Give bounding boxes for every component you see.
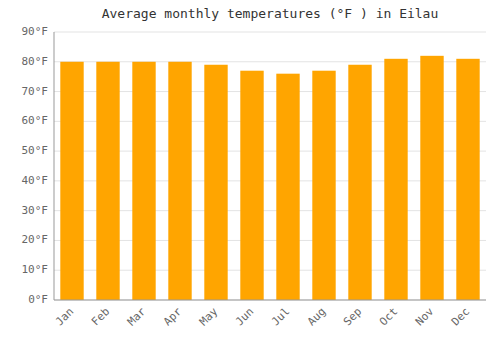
y-tick-label: 60°F [22,114,49,127]
y-ticks: 0°F 10°F 20°F 30°F 40°F 50°F 60°F 70°F 80°F 90°F [22,25,49,306]
x-tick-label: Jan [53,305,76,328]
y-tick-label: 70°F [22,85,49,98]
grid-line [54,300,486,301]
bars [60,56,479,300]
y-tick-label: 50°F [22,144,49,157]
y-axis-line [54,32,55,300]
x-ticks: Jan Feb Mar Apr May Jun Jul Aug Sep Oct Nov Dec [53,305,472,329]
y-tick-label: 90°F [22,25,49,38]
title: Average monthly temperatures (°F ) in Ei… [102,6,439,21]
bar [96,62,119,300]
bar [132,62,155,300]
bar [276,74,299,300]
y-tick-label: 10°F [22,263,49,276]
x-tick-label: May [197,305,221,329]
bar [420,56,443,300]
y-tick-label: 40°F [22,174,49,187]
y-tick-label: 0°F [28,293,48,306]
x-tick-label: Jul [269,305,292,328]
x-tick-label: Apr [161,305,185,329]
x-tick-label: Jun [233,305,256,328]
bar [312,71,335,300]
bar [240,71,263,300]
bar [348,65,371,300]
chart: 0°F 10°F 20°F 30°F 40°F 50°F 60°F 70°F 80°F 90°F J… [0,0,500,350]
grid [54,32,486,300]
x-tick-label: Feb [89,305,112,328]
x-tick-label: Aug [305,305,328,328]
bar [456,59,479,300]
bar [384,59,407,300]
bar [168,62,191,300]
x-tick-label: Sep [341,305,364,328]
x-tick-label: Dec [449,305,472,328]
x-tick-label: Nov [413,305,437,329]
bar [204,65,227,300]
grid-line [54,32,486,33]
x-tick-label: Mar [125,305,149,329]
y-tick-label: 80°F [22,55,49,68]
x-tick-label: Oct [377,305,400,328]
y-tick-label: 30°F [22,204,49,217]
x-axis-line [54,300,486,301]
y-tick-label: 20°F [22,233,49,246]
bar [60,62,83,300]
